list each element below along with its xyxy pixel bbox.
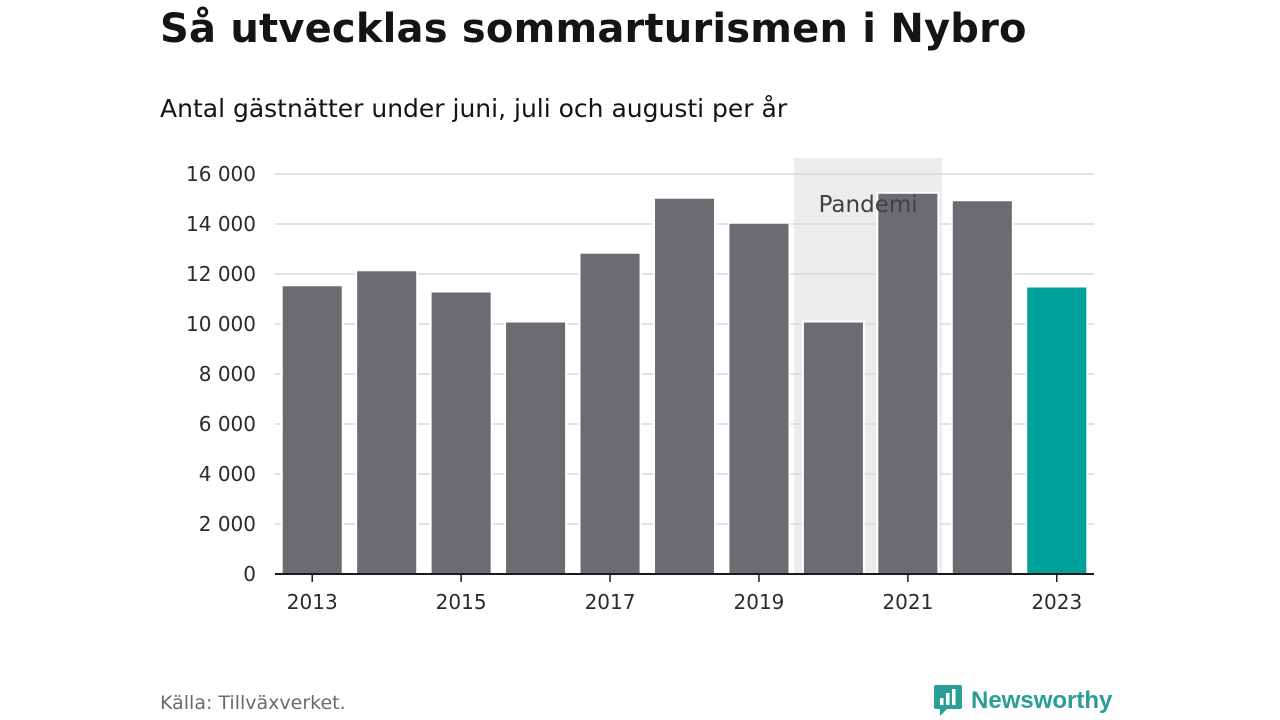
bar-2018 xyxy=(652,196,717,575)
x-tick-label: 2017 xyxy=(585,590,636,614)
x-tick-label: 2019 xyxy=(734,590,785,614)
bar-2019 xyxy=(727,221,791,575)
y-tick-label: 14 000 xyxy=(186,212,256,236)
newsworthy-logo-icon xyxy=(934,685,962,716)
y-tick-label: 12 000 xyxy=(186,262,256,286)
y-tick-label: 10 000 xyxy=(186,312,256,336)
x-tick-label: 2021 xyxy=(882,590,933,614)
axis-layer xyxy=(275,573,1094,582)
x-tick-label: 2015 xyxy=(436,590,487,614)
bar-2020 xyxy=(801,320,865,575)
annotation-label: Pandemi xyxy=(819,192,918,218)
bar-2015 xyxy=(429,290,493,575)
bar-2023 xyxy=(1025,285,1089,575)
y-tick-label: 0 xyxy=(243,562,256,586)
x-tick-label: 2023 xyxy=(1031,590,1082,614)
y-tick-label: 2 000 xyxy=(199,512,256,536)
y-tick-label: 8 000 xyxy=(199,362,256,386)
bar-2021 xyxy=(876,191,940,575)
y-tick-label: 4 000 xyxy=(199,462,256,486)
chart-subtitle: Antal gästnätter under juni, juli och au… xyxy=(160,94,788,123)
brand-name: Newsworthy xyxy=(971,687,1113,714)
bar-2013 xyxy=(280,284,344,575)
y-tick-label-layer: 0 2 000 4 000 6 000 8 000 10 000 12 000 14 000 1… xyxy=(186,162,256,586)
chart-title: Så utvecklas sommarturismen i Nybro xyxy=(160,6,1027,52)
bar-2022 xyxy=(950,199,1014,575)
source-note: Källa: Tillväxverket. xyxy=(160,692,346,714)
y-tick-label: 6 000 xyxy=(199,412,256,436)
bar-2016 xyxy=(504,320,568,575)
x-tick-label-layer: 2013 2015 2017 2019 2021 2023 xyxy=(287,590,1082,614)
x-tick-label: 2013 xyxy=(287,590,338,614)
bar-2017 xyxy=(578,251,642,575)
bar-chart: 0 2 000 4 000 6 000 8 000 10 000 12 000 14 000 1… xyxy=(186,158,1094,614)
y-tick-label: 16 000 xyxy=(186,162,256,186)
bar-layer: Pandemi xyxy=(280,191,1089,575)
newsworthy-logo[interactable]: Newsworthy xyxy=(933,683,1112,719)
bar-2014 xyxy=(355,269,419,575)
